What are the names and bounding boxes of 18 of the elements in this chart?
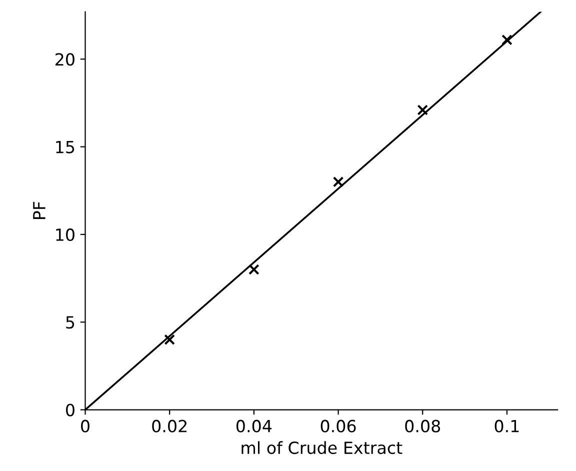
point <box>417 104 428 116</box>
x-tick-label: 0.1 <box>494 420 519 432</box>
x-tick-label: 0.02 <box>152 420 186 432</box>
y-tick-label: 10 <box>56 228 74 242</box>
x-tick-label: 0.08 <box>405 420 440 432</box>
point <box>164 334 176 346</box>
x-tick-label: 0.04 <box>236 420 272 432</box>
point <box>332 176 344 188</box>
point <box>502 34 512 46</box>
y-axis-title: PF <box>33 202 46 219</box>
x-tick-label: 0.06 <box>320 420 356 432</box>
y-tick-label: 20 <box>56 53 74 66</box>
point <box>248 264 260 275</box>
y-tick-label: 5 <box>66 316 74 329</box>
x-tick-label: 0 <box>81 420 90 432</box>
x-axis-title: ml of Crude Extract <box>242 441 402 454</box>
y-tick-label: 15 <box>56 140 74 154</box>
y-tick-label: 0 <box>66 404 74 416</box>
